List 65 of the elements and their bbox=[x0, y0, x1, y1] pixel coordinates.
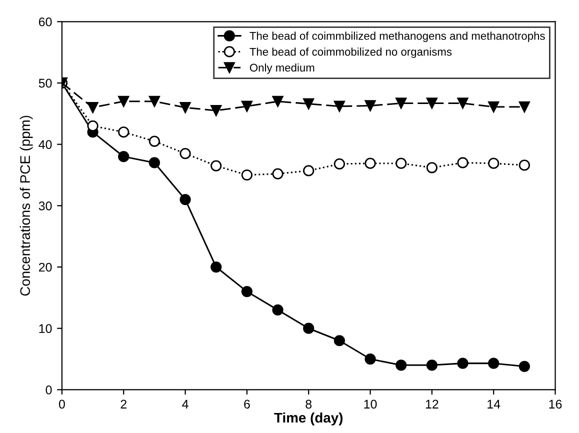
point bbox=[334, 158, 345, 170]
point bbox=[118, 126, 130, 138]
point bbox=[118, 96, 130, 107]
x-tick-label: 0 bbox=[58, 400, 65, 409]
y-tick-label: 10 bbox=[39, 324, 52, 334]
y-tick-label: 40 bbox=[38, 140, 52, 149]
point bbox=[241, 169, 252, 181]
point bbox=[457, 98, 468, 109]
x-tick-label: 2 bbox=[120, 400, 126, 408]
legend-label: The bead of coimmobilized no organisms bbox=[250, 48, 452, 58]
point bbox=[426, 98, 438, 109]
point bbox=[457, 157, 468, 168]
legend-label: The bead of coimmbilized methanogens and methanotrophs bbox=[250, 32, 545, 42]
point bbox=[364, 100, 376, 112]
point bbox=[118, 151, 130, 162]
point bbox=[396, 98, 407, 109]
point bbox=[488, 101, 500, 112]
y-tick-label: 20 bbox=[38, 262, 52, 272]
point bbox=[518, 160, 530, 171]
point bbox=[210, 160, 222, 172]
point bbox=[272, 304, 284, 316]
point bbox=[87, 120, 98, 132]
x-tick-label: 8 bbox=[306, 400, 312, 409]
point bbox=[334, 100, 345, 112]
point bbox=[148, 96, 160, 107]
point bbox=[488, 358, 500, 369]
point bbox=[396, 158, 407, 169]
point bbox=[426, 360, 438, 371]
x-tick-label: 10 bbox=[364, 400, 377, 409]
x-tick-label: 14 bbox=[488, 400, 500, 408]
point bbox=[272, 96, 284, 107]
x-tick-label: 16 bbox=[549, 400, 562, 409]
point bbox=[334, 335, 345, 346]
point bbox=[364, 158, 376, 169]
point bbox=[303, 322, 314, 334]
x-tick-label: 12 bbox=[426, 400, 438, 408]
y-tick-label: 60 bbox=[38, 17, 52, 26]
point bbox=[364, 353, 376, 365]
y-tick-label: 50 bbox=[38, 78, 52, 88]
point bbox=[518, 101, 530, 112]
y-tick-label: 0 bbox=[46, 386, 52, 394]
y-tick-label: 30 bbox=[38, 201, 52, 210]
x-tick-label: 6 bbox=[244, 400, 250, 409]
x-axis-title: Time (day) bbox=[274, 412, 343, 426]
point bbox=[180, 102, 191, 114]
point bbox=[210, 105, 222, 116]
x-tick-label: 4 bbox=[182, 400, 188, 408]
point bbox=[148, 157, 160, 168]
point bbox=[488, 158, 500, 169]
point bbox=[148, 136, 160, 147]
point bbox=[303, 98, 314, 110]
point bbox=[210, 261, 222, 273]
point bbox=[426, 162, 438, 174]
legend-label: Only medium bbox=[250, 63, 314, 74]
point bbox=[303, 165, 314, 176]
point bbox=[87, 102, 98, 114]
point bbox=[180, 194, 191, 206]
point bbox=[457, 358, 468, 369]
point bbox=[180, 148, 191, 160]
point bbox=[518, 360, 530, 372]
y-axis-title: Concentrations of PCE (ppm) bbox=[20, 116, 33, 296]
point bbox=[396, 360, 407, 371]
point bbox=[241, 100, 252, 112]
point bbox=[241, 286, 252, 298]
point bbox=[272, 168, 284, 180]
